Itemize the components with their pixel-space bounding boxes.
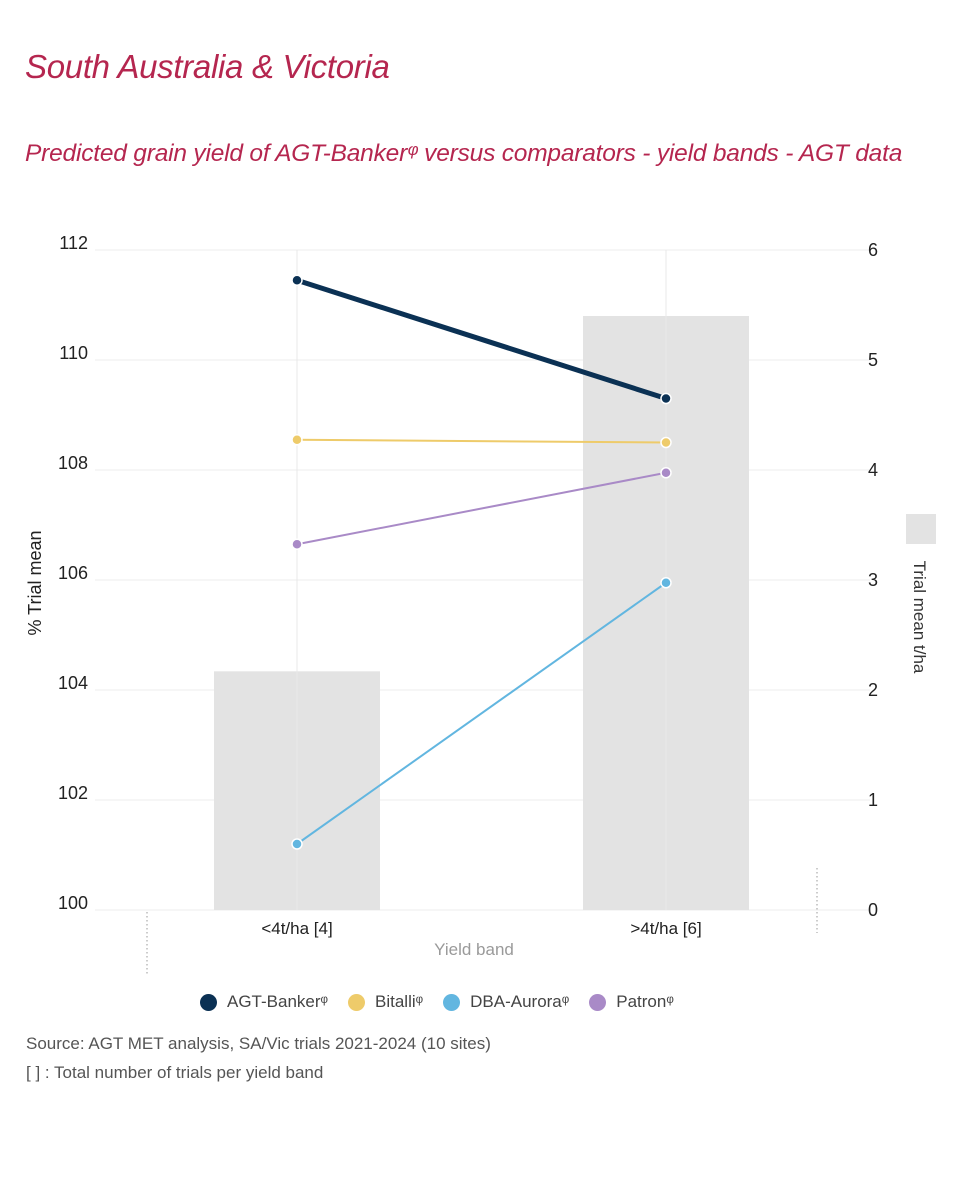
y2-tick-label: 2 [868,680,878,700]
legend-label: Patronᵠ [616,992,674,1011]
series-point [291,538,303,550]
region-title: South Australia & Victoria [25,48,390,85]
series-point [660,467,672,479]
y-tick-label: 100 [58,893,88,913]
tick-labels: 100 102 104 106 108 110 112 0 1 2 3 4 5 6 <4t/ha [4] >4… [58,233,878,938]
x-axis-title: Yield band [434,940,514,959]
y2-tick-label: 4 [868,460,878,480]
y-tick-label: 102 [58,783,88,803]
series-point [660,577,672,589]
y-tick-label: 110 [59,343,88,363]
source-note: Source: AGT MET analysis, SA/Vic trials … [26,1034,491,1053]
y-tick-label: 112 [59,233,88,253]
series-point [291,838,303,850]
y2-axis-swatch [906,514,936,544]
trials-note: [ ] : Total number of trials per yield b… [26,1063,324,1082]
legend-item: Bitalliᵠ [348,992,423,1012]
legend-item: AGT-Bankerᵠ [200,992,328,1012]
y2-axis-title: Trial mean t/ha [910,561,929,674]
legend-swatch [348,993,366,1011]
legend-label: AGT-Bankerᵠ [227,992,329,1011]
y-axis-title: % Trial mean [25,530,45,635]
axes: % Trial mean Yield band Trial mean t/ha [25,514,936,975]
series-point [291,434,303,446]
x-tick-label: >4t/ha [6] [630,919,701,938]
legend-swatch [443,993,461,1011]
series-line [296,438,667,444]
y2-tick-label: 6 [868,240,878,260]
series-point [660,436,672,449]
legend-label: DBA-Auroraᵠ [470,992,570,1011]
legend-swatch [589,993,607,1011]
y-tick-label: 106 [58,563,88,583]
bars-trial-mean [214,250,749,910]
series-line [296,471,667,546]
y2-tick-label: 0 [868,900,878,920]
series-lines [294,277,669,845]
grid-lines [95,249,870,911]
series-point [660,392,672,405]
legend-item: Patronᵠ [589,992,674,1012]
x-tick-label: <4t/ha [4] [261,919,332,938]
legend-item: DBA-Auroraᵠ [443,992,569,1012]
series-line [296,581,667,845]
y2-tick-label: 1 [868,790,878,810]
legend-label: Bitalliᵠ [375,992,424,1011]
y-tick-label: 108 [58,453,88,473]
series-points [291,274,672,850]
legend-swatch [200,993,217,1011]
line-bar-chart: % Trial mean Yield band Trial mean t/ha … [25,233,936,975]
y2-tick-label: 3 [868,570,878,590]
series-point [291,274,303,286]
y2-tick-label: 5 [868,350,878,370]
y-tick-label: 104 [58,673,88,693]
legend: AGT-Bankerᵠ Bitalliᵠ DBA-Auroraᵠ Patronᵠ [200,992,674,1012]
chart-title: Predicted grain yield of AGT-Bankerᵠ ver… [25,140,903,167]
series-line [294,277,669,401]
